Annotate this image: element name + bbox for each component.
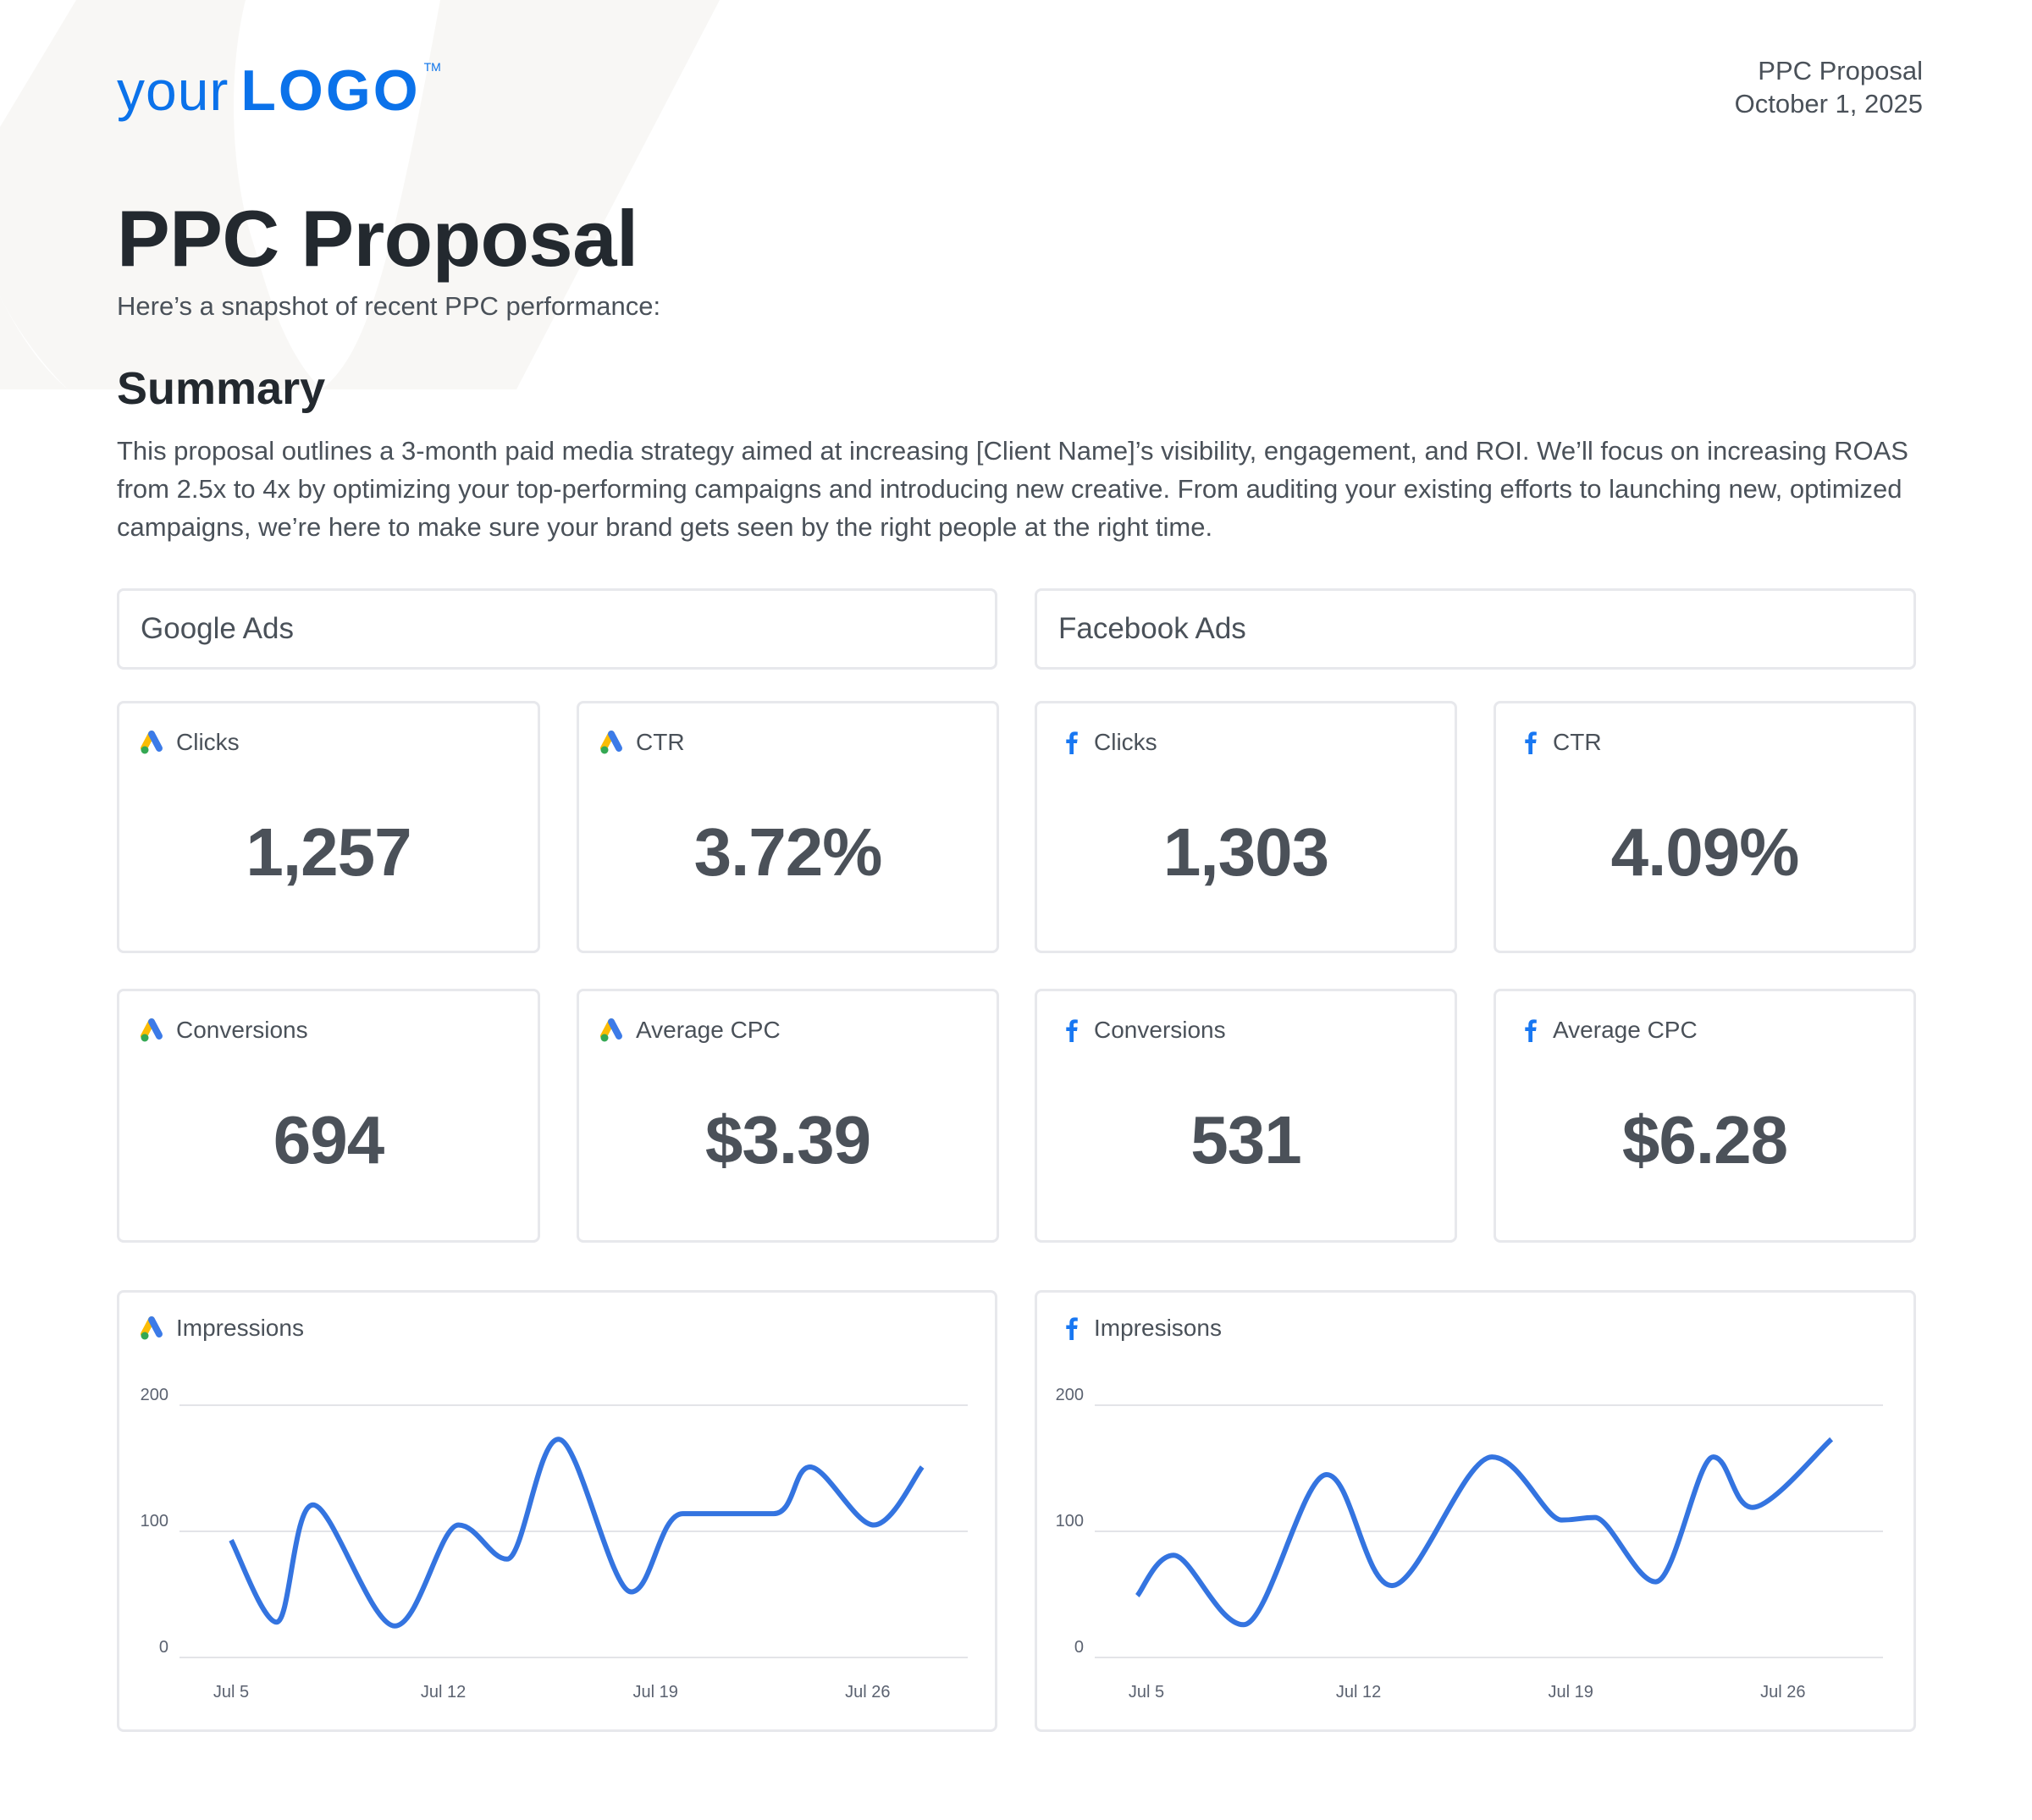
page-subtitle: Here’s a snapshot of recent PPC performa… <box>117 291 661 321</box>
google-ads-icon <box>141 1316 163 1340</box>
facebook-icon <box>1066 731 1078 754</box>
x-axis-label: Jul 26 <box>1760 1683 1805 1701</box>
background-decoration <box>0 0 720 389</box>
header-doc-name: PPC Proposal <box>1758 56 1923 85</box>
metric-card-google-conversions: Conversions 694 <box>117 989 540 1243</box>
y-axis-label: 200 <box>141 1386 168 1404</box>
header-meta: PPC Proposal October 1, 2025 <box>1735 54 1923 120</box>
x-axis-label: Jul 5 <box>213 1683 249 1701</box>
google-ads-icon <box>141 731 163 754</box>
section-label: Google Ads <box>141 612 294 645</box>
metric-value: 3.72% <box>693 814 883 890</box>
facebook-icon <box>1525 731 1537 754</box>
page-title: PPC Proposal <box>117 194 638 283</box>
facebook-icon <box>1525 1019 1537 1042</box>
metric-card-facebook-conversions: Conversions 531 <box>1035 989 1457 1243</box>
y-axis-label: 200 <box>1056 1386 1084 1404</box>
x-axis-label: Jul 26 <box>845 1683 890 1701</box>
facebook-icon <box>1066 1019 1078 1042</box>
google-ads-icon <box>141 1018 163 1042</box>
metric-label: CTR <box>1553 729 1602 755</box>
metric-value: $3.39 <box>704 1102 871 1177</box>
metric-value: $6.28 <box>1621 1102 1788 1177</box>
x-axis-label: Jul 12 <box>1336 1683 1381 1701</box>
metric-label: Conversions <box>176 1017 308 1043</box>
metric-card-google-avg-cpc: Average CPC $3.39 <box>577 989 999 1243</box>
google-ads-icon <box>600 731 622 754</box>
metric-card-facebook-clicks: Clicks 1,303 <box>1035 701 1457 953</box>
summary-text: This proposal outlines a 3-month paid me… <box>117 436 1908 542</box>
metric-label: CTR <box>636 729 685 755</box>
logo-your-text: your <box>117 59 229 122</box>
metric-value: 531 <box>1190 1102 1301 1177</box>
chart-card-google-impressions: 0 100 200 Jul 5 Jul 12 Jul 19 Jul 26 Impressio… <box>117 1290 997 1732</box>
y-axis-label: 0 <box>159 1638 168 1657</box>
metric-label: Clicks <box>1094 729 1157 755</box>
metric-card-facebook-ctr: CTR 4.09% <box>1494 701 1916 953</box>
x-axis-label: Jul 19 <box>1549 1683 1593 1701</box>
metric-card-google-ctr: CTR 3.72% <box>577 701 999 953</box>
metric-label: Conversions <box>1094 1017 1226 1043</box>
section-label: Facebook Ads <box>1058 612 1246 645</box>
y-axis-label: 0 <box>1074 1638 1084 1657</box>
x-axis-label: Jul 19 <box>633 1683 678 1701</box>
chart-card-facebook-impressions: 0 100 200 Jul 5 Jul 12 Jul 19 Jul 26 Impresiso… <box>1035 1290 1916 1732</box>
impressions-line <box>229 1437 925 1629</box>
metric-card-google-clicks: Clicks 1,257 <box>117 701 540 953</box>
metric-label: Average CPC <box>636 1017 781 1043</box>
chart-title: Impresisons <box>1094 1315 1222 1341</box>
chart-title: Impressions <box>176 1315 304 1341</box>
facebook-icon <box>1066 1317 1078 1340</box>
google-ads-icon <box>600 1018 622 1042</box>
header-date: October 1, 2025 <box>1734 89 1923 119</box>
metric-value: 1,303 <box>1162 814 1329 890</box>
impressions-line <box>1135 1437 1834 1628</box>
logo-word-text: LOGO <box>240 58 421 123</box>
section-google-ads: Google Ads <box>117 588 997 670</box>
section-facebook-ads: Facebook Ads <box>1035 588 1916 670</box>
metric-value: 1,257 <box>246 814 411 890</box>
line-chart: 0 100 200 Jul 5 Jul 12 Jul 19 Jul 26 <box>141 1386 968 1701</box>
metric-value: 694 <box>273 1102 384 1177</box>
x-axis-label: Jul 12 <box>421 1683 466 1701</box>
line-chart: 0 100 200 Jul 5 Jul 12 Jul 19 Jul 26 <box>1056 1386 1883 1701</box>
summary-heading: Summary <box>117 363 326 414</box>
metric-label: Average CPC <box>1553 1017 1698 1043</box>
logo-trademark: TM <box>423 60 441 74</box>
metric-card-facebook-avg-cpc: Average CPC $6.28 <box>1494 989 1916 1243</box>
y-axis-label: 100 <box>1056 1512 1084 1530</box>
x-axis-label: Jul 5 <box>1129 1683 1164 1701</box>
y-axis-label: 100 <box>141 1512 168 1530</box>
metric-label: Clicks <box>176 729 240 755</box>
company-logo: your LOGO TM <box>117 58 441 125</box>
metric-value: 4.09% <box>1610 814 1800 890</box>
